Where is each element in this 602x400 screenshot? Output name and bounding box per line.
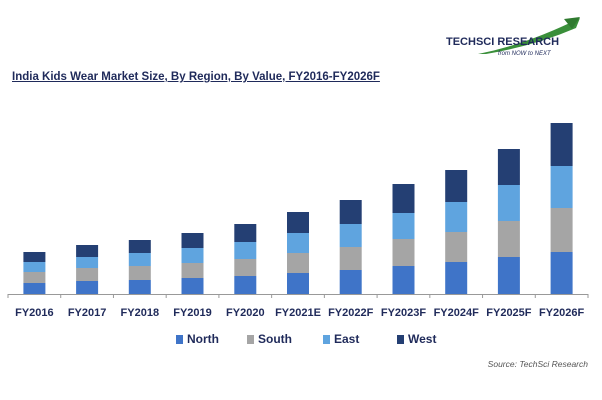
bar-south-fy2020: [234, 259, 257, 276]
bar-south-fy2016: [23, 272, 46, 283]
bar-north-fy2023f: [392, 266, 415, 294]
logo-text: TECHSCI RESEARCH: [446, 36, 559, 48]
legend-item-south: South: [247, 331, 292, 347]
legend-item-north: North: [176, 331, 219, 347]
legend-item-east: East: [323, 331, 359, 347]
bar-east-fy2018: [128, 253, 151, 266]
legend-swatch: [247, 334, 254, 344]
x-tick-label: FY2022F: [328, 307, 374, 319]
x-tick-label: FY2020: [226, 307, 265, 319]
legend-swatch: [397, 334, 404, 344]
bar-north-fy2026f: [550, 252, 573, 294]
bar-west-fy2026f: [550, 123, 573, 166]
bar-west-fy2025f: [497, 149, 520, 185]
x-tick-label: FY2026F: [539, 307, 585, 319]
bar-west-fy2024f: [445, 170, 468, 202]
bar-west-fy2016: [23, 252, 46, 262]
bar-north-fy2018: [128, 280, 151, 294]
bar-west-fy2017: [76, 245, 99, 257]
bar-north-fy2019: [181, 278, 204, 294]
legend-swatch: [176, 334, 183, 344]
bar-east-fy2026f: [550, 166, 573, 208]
legend-label: South: [258, 332, 292, 346]
techsci-logo: TECHSCI RESEARCH from NOW to NEXT: [438, 14, 583, 62]
bar-east-fy2021e: [287, 233, 309, 253]
bar-north-fy2022f: [339, 270, 362, 294]
bar-south-fy2023f: [392, 239, 415, 266]
bar-east-fy2020: [234, 242, 257, 259]
x-tick-label: FY2019: [173, 307, 212, 319]
bar-south-fy2017: [76, 268, 99, 281]
bar-north-fy2025f: [497, 257, 520, 294]
source-note: Source: TechSci Research: [487, 359, 588, 369]
bar-east-fy2017: [76, 257, 99, 268]
x-tick-label: FY2025F: [486, 307, 532, 319]
bar-west-fy2020: [234, 224, 257, 242]
legend-label: West: [408, 332, 437, 346]
x-tick-label: FY2016: [15, 307, 54, 319]
bar-north-fy2016: [23, 283, 46, 294]
bar-south-fy2026f: [550, 208, 573, 252]
bar-south-fy2025f: [497, 221, 520, 257]
logo-graphic: TECHSCI RESEARCH from NOW to NEXT: [446, 17, 580, 57]
bar-west-fy2018: [128, 240, 151, 253]
bar-north-fy2021e: [287, 273, 309, 294]
bar-north-fy2020: [234, 276, 257, 294]
x-tick-label: FY2023F: [381, 307, 427, 319]
legend-item-west: West: [397, 331, 436, 347]
bar-west-fy2022f: [339, 200, 362, 224]
bar-east-fy2025f: [497, 185, 520, 221]
bar-west-fy2023f: [392, 184, 415, 213]
bar-east-fy2023f: [392, 213, 415, 239]
chart-title: India Kids Wear Market Size, By Region, …: [12, 71, 380, 83]
bar-east-fy2024f: [445, 202, 468, 232]
logo-tagline: from NOW to NEXT: [498, 51, 552, 57]
x-tick-label: FY2018: [121, 307, 160, 319]
legend-swatch: [323, 334, 330, 344]
legend-label: East: [334, 332, 360, 346]
x-tick-label: FY2021E: [275, 307, 321, 319]
bar-west-fy2021e: [287, 212, 309, 233]
legend: North South East West: [0, 331, 602, 347]
x-tick-label: FY2024F: [434, 307, 480, 319]
bar-north-fy2024f: [445, 262, 468, 294]
bar-south-fy2019: [181, 263, 204, 278]
bar-south-fy2021e: [287, 253, 309, 273]
bar-east-fy2022f: [339, 224, 362, 247]
bar-south-fy2024f: [445, 232, 468, 262]
bar-west-fy2019: [181, 233, 204, 248]
bar-east-fy2016: [23, 262, 46, 272]
bar-east-fy2019: [181, 248, 204, 263]
bar-south-fy2018: [128, 266, 151, 280]
bar-south-fy2022f: [339, 247, 362, 270]
x-tick-label: FY2017: [68, 307, 107, 319]
bar-north-fy2017: [76, 281, 99, 294]
legend-label: North: [187, 332, 219, 346]
